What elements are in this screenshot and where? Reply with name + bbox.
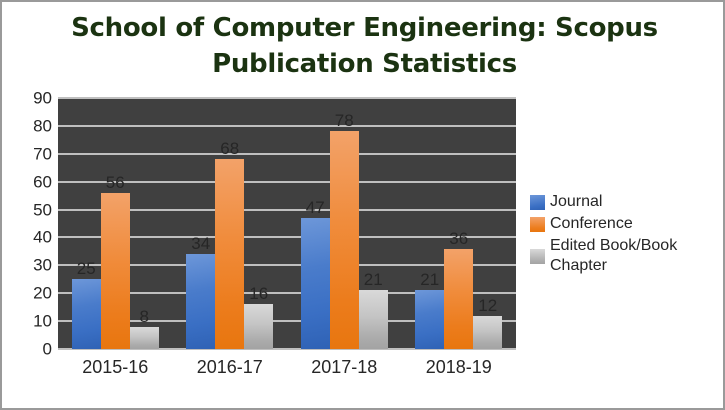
bar[interactable]: 16	[244, 284, 274, 349]
gridline	[58, 320, 516, 323]
gridline	[58, 236, 516, 239]
chart-title: School of Computer Engineering: Scopus P…	[71, 13, 658, 79]
legend-swatch-icon	[530, 248, 545, 264]
bar-value-label: 12	[478, 295, 498, 315]
gridline	[58, 208, 516, 211]
legend-item[interactable]: Edited Book/Book Chapter	[530, 236, 715, 276]
bar-value-label: 21	[363, 270, 383, 290]
y-axis-tick-label: 70	[33, 144, 52, 164]
y-axis-tick-label: 80	[33, 116, 52, 136]
bar[interactable]: 21	[358, 270, 388, 349]
y-axis-tick-label: 60	[33, 172, 52, 192]
y-axis-tick-label: 0	[42, 339, 52, 359]
y-axis-tick-label: 40	[33, 227, 52, 247]
y-axis-tick-label: 90	[33, 88, 52, 108]
bar-group: 25 56 8	[71, 98, 159, 349]
gridline	[58, 152, 516, 155]
x-axis-tick-label: 2016-17	[196, 357, 263, 377]
legend-item-label: Conference	[550, 215, 633, 232]
y-axis: 0 10 20 30 40 50 60 70 80 90	[16, 90, 52, 358]
bar-value-label: 78	[334, 111, 354, 131]
bar-value-label: 34	[191, 234, 211, 254]
bar-group: 21 36 12	[415, 98, 503, 349]
bar[interactable]: 56	[100, 173, 130, 349]
legend-item-label: Journal	[550, 193, 603, 210]
y-axis-tick-label: 20	[33, 283, 52, 303]
y-axis-tick-label: 30	[33, 255, 52, 275]
bar-value-label: 36	[449, 228, 469, 248]
chart-legend: Journal Conference Edited Book/Book Chapte…	[530, 192, 715, 278]
x-axis: 2015-16 2016-17 2017-18 2018-19	[58, 356, 516, 382]
bar[interactable]: 8	[129, 307, 159, 349]
legend-item[interactable]: Journal	[530, 192, 715, 212]
y-axis-tick-label: 50	[33, 200, 52, 220]
gridline	[58, 348, 516, 350]
bar[interactable]: 47	[300, 198, 330, 349]
gridline	[58, 292, 516, 295]
bar[interactable]: 21	[415, 270, 445, 349]
gridline	[58, 180, 516, 183]
bar-value-label: 21	[420, 270, 440, 290]
x-axis-tick-label: 2015-16	[82, 357, 149, 377]
bar-value-label: 68	[220, 139, 240, 159]
bar[interactable]: 36	[444, 229, 474, 349]
bar[interactable]: 12	[473, 296, 503, 349]
bar-value-label: 56	[105, 172, 125, 192]
x-axis-tick-label: 2017-18	[311, 357, 378, 377]
legend-swatch-icon	[530, 216, 545, 232]
bar[interactable]: 34	[186, 234, 216, 349]
bar[interactable]: 68	[215, 139, 245, 349]
legend-item[interactable]: Conference	[530, 214, 715, 234]
bar[interactable]: 25	[71, 259, 101, 349]
gridline	[58, 97, 516, 99]
legend-swatch-icon	[530, 194, 545, 210]
bar-value-label: 8	[139, 306, 149, 326]
gridline	[58, 264, 516, 267]
bar-value-label: 25	[76, 259, 96, 279]
bar[interactable]: 78	[329, 111, 359, 349]
gridline	[58, 124, 516, 127]
bar-value-label: 47	[305, 197, 325, 217]
y-axis-tick-label: 10	[33, 311, 52, 331]
plot-area: 25 56 8 34 68 16 47 78 21 21 36 12	[58, 97, 516, 350]
bar-value-label: 16	[249, 284, 269, 304]
x-axis-tick-label: 2018-19	[425, 357, 492, 377]
bar-group: 47 78 21	[300, 98, 388, 349]
legend-item-label: Edited Book/Book Chapter	[550, 237, 678, 274]
bar-group: 34 68 16	[186, 98, 274, 349]
